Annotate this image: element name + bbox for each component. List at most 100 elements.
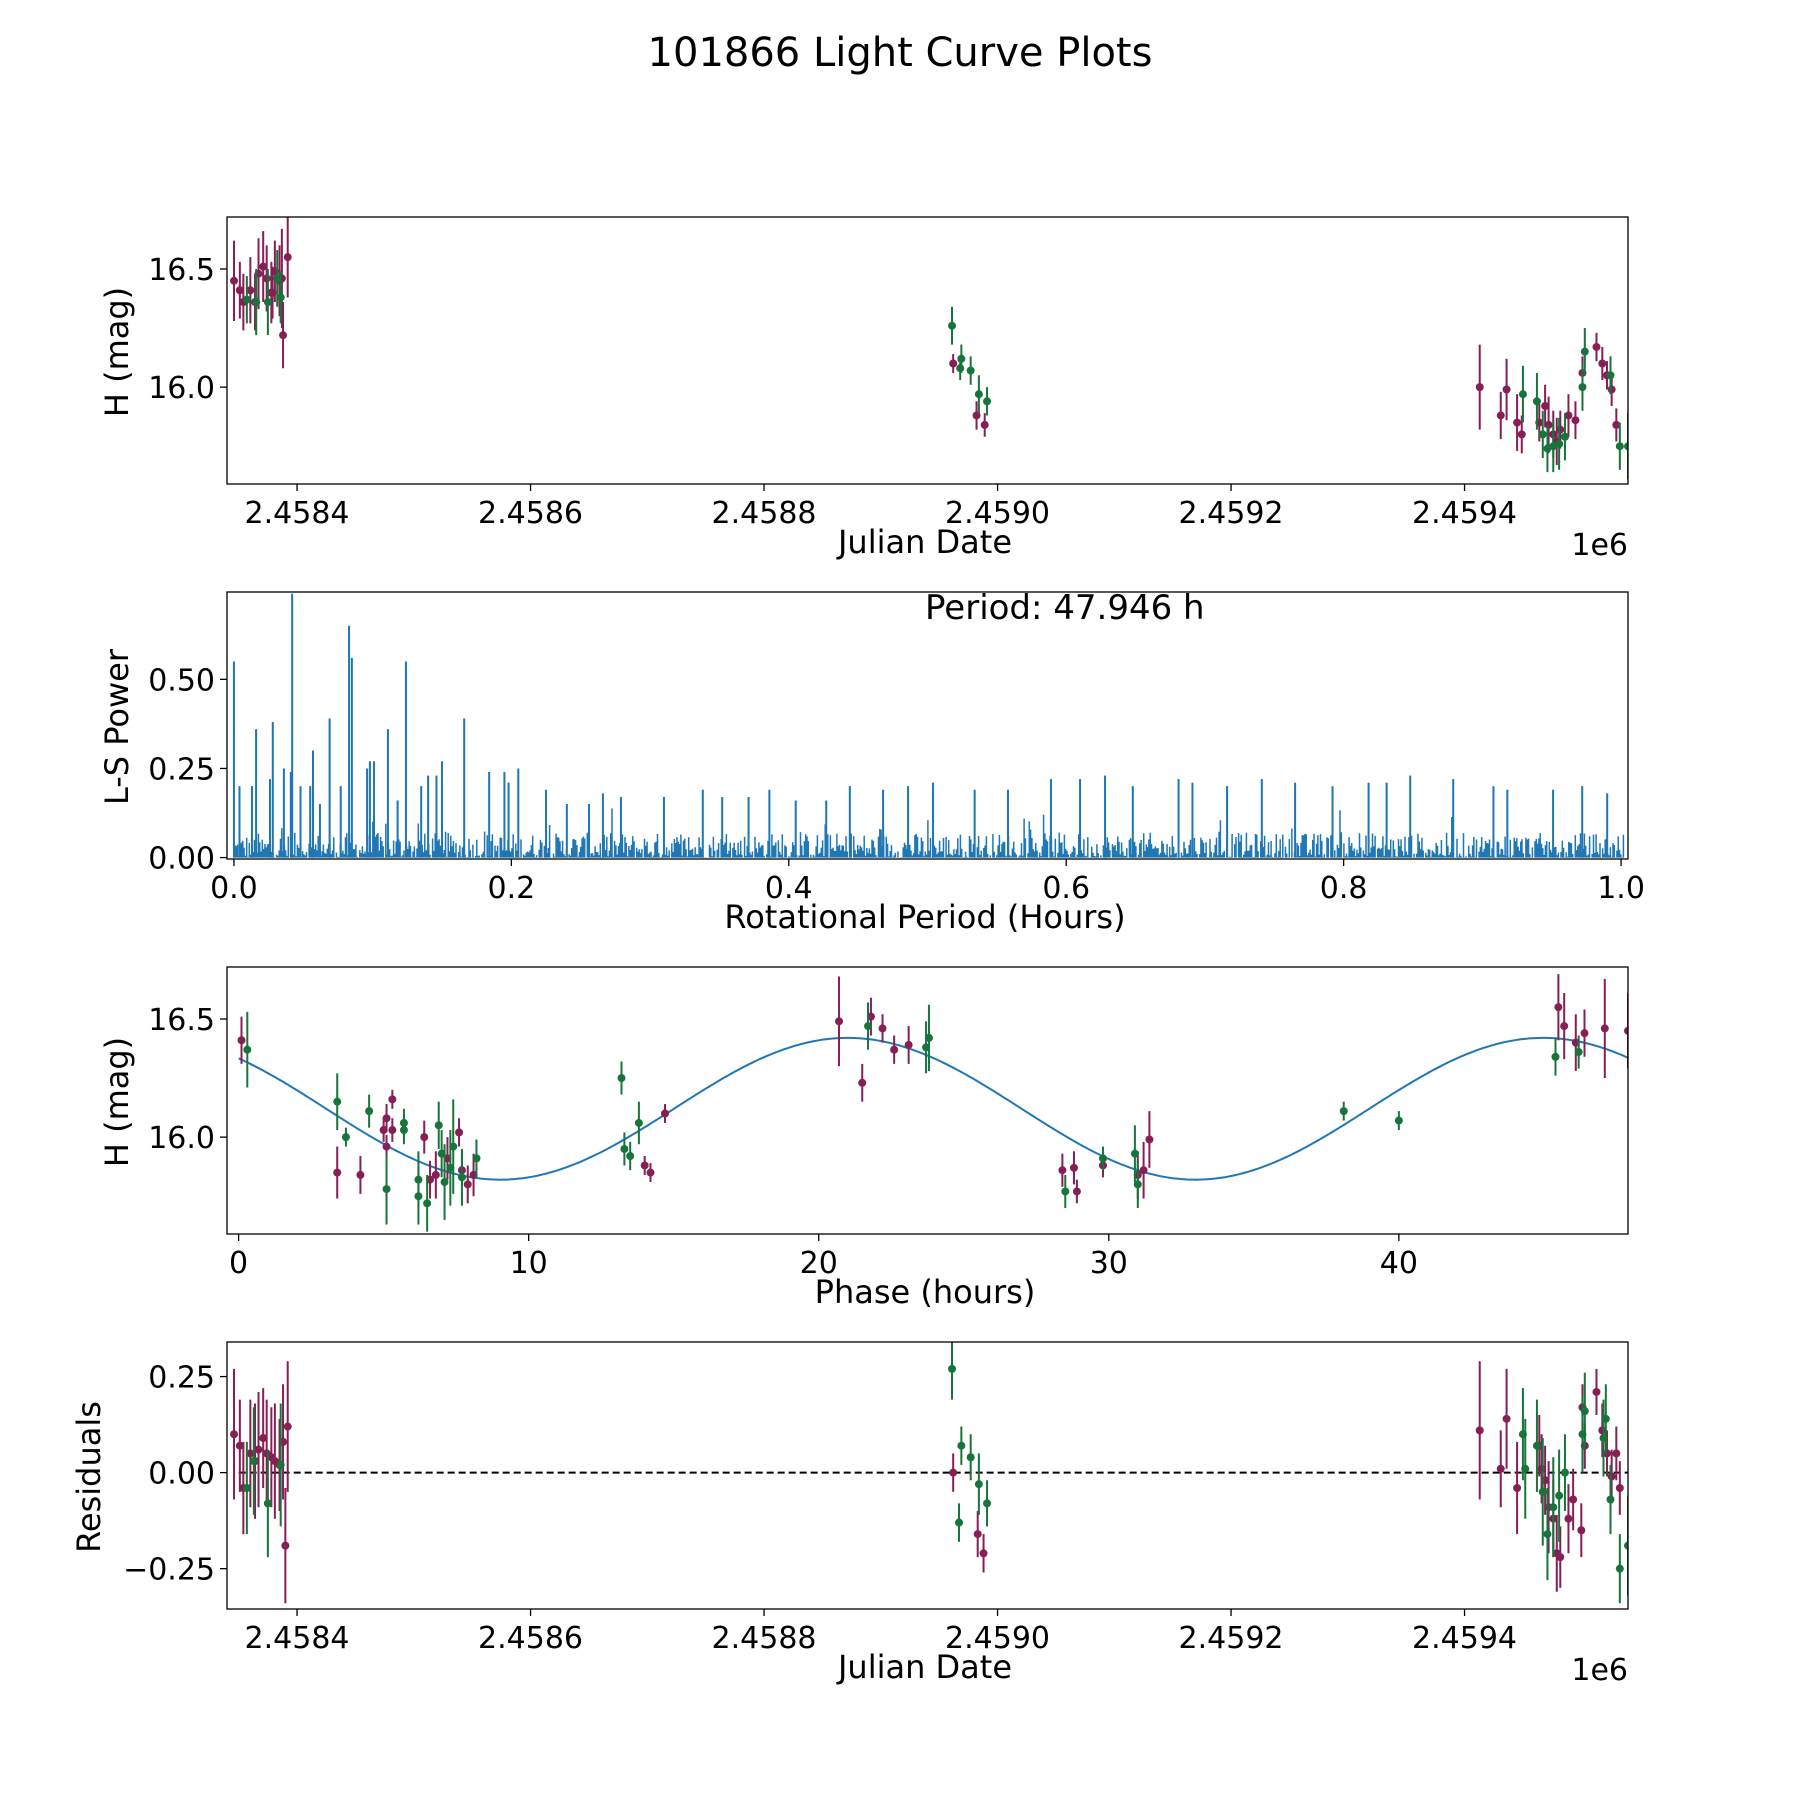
residuals-plot-area (230, 1342, 1628, 1604)
phased-ylabel: H (mag) (98, 1037, 136, 1167)
residuals-xtick-label: 2.4594 (1412, 1621, 1517, 1656)
series-a-point (1475, 1426, 1484, 1435)
series-a-point (1139, 1166, 1148, 1175)
series-a-point (1598, 359, 1607, 368)
series-b-point (634, 1118, 643, 1127)
residuals-xtick-label: 2.4592 (1179, 1621, 1284, 1656)
series-a-point (640, 1161, 649, 1170)
series-a-point (878, 1024, 887, 1033)
series-b-point (1624, 1541, 1628, 1550)
series-a-point (858, 1078, 867, 1087)
light-curve-xtick-label: 2.4592 (1179, 496, 1284, 531)
series-b-point (1538, 430, 1547, 439)
series-b-point (242, 295, 251, 304)
series-b-point (1130, 1149, 1139, 1158)
series-b-point (457, 1173, 466, 1182)
series-a-point (1607, 385, 1616, 394)
periodogram-plot-area (232, 593, 1625, 858)
residuals-offset-label: 1e6 (1571, 1653, 1628, 1688)
phased-xlabel: Phase (hours) (815, 1273, 1036, 1311)
series-a-point (646, 1168, 655, 1177)
series-b-point (263, 298, 272, 307)
series-b-point (948, 321, 957, 330)
series-a-point (1554, 1003, 1563, 1012)
phased-xtick-label: 30 (1090, 1246, 1128, 1281)
series-a-point (1560, 1022, 1569, 1031)
series-a-point (980, 420, 989, 429)
series-a-point (1069, 1163, 1078, 1172)
series-b-point (249, 1457, 258, 1466)
residuals-ytick-label: −0.25 (123, 1553, 215, 1588)
series-b-point (423, 1199, 432, 1208)
series-a-point (1564, 1514, 1573, 1523)
series-b-point (243, 1045, 252, 1054)
series-b-point (956, 364, 965, 373)
series-a-point (382, 1142, 391, 1151)
series-a-point (1556, 1553, 1565, 1562)
periodogram-panel: 0.0 0.2 0.4 0.6 0.8 1.0 0.00 0.25 0.50 (148, 591, 1645, 906)
series-a-point (1496, 411, 1505, 420)
series-b-point (276, 1460, 285, 1469)
series-a-point (259, 1434, 268, 1443)
series-a-point (1612, 1449, 1621, 1458)
series-b-point (1615, 442, 1624, 451)
light-curve-ytick-label: 16.5 (148, 253, 215, 288)
phased-ytick-label: 16.0 (148, 1121, 215, 1156)
residuals-xtick-label: 2.4584 (245, 1621, 350, 1656)
series-b-point (1606, 371, 1615, 380)
periodogram-xtick-label: 0.4 (765, 871, 813, 906)
residuals-panel: 2.4584 2.4586 2.4588 2.4590 2.4592 2.4594 −0.2… (123, 1341, 1629, 1656)
residuals-frame (226, 1341, 1629, 1610)
series-a-point (1592, 342, 1601, 351)
phased-xtick-label: 40 (1380, 1246, 1418, 1281)
light-curve-xtick-label: 2.4584 (245, 496, 350, 531)
series-a-point (1544, 420, 1553, 429)
series-b-point (382, 1185, 391, 1194)
series-a-point (382, 1114, 391, 1123)
series-b-point (263, 1499, 272, 1508)
series-a-point (246, 286, 255, 295)
series-a-point (1058, 1166, 1067, 1175)
series-a-point (1564, 411, 1573, 420)
phased-ytick-label: 16.5 (148, 1003, 215, 1038)
series-a-point (246, 1449, 255, 1458)
residuals-ylabel: Residuals (70, 1401, 108, 1553)
series-b-point (864, 1022, 873, 1031)
series-b-point (626, 1152, 635, 1161)
series-b-point (955, 1518, 964, 1527)
series-b-point (1521, 1464, 1530, 1473)
series-b-point (1624, 442, 1628, 451)
series-b-point (1615, 1564, 1624, 1573)
series-a-point (1607, 1472, 1616, 1481)
series-b-point (333, 1097, 342, 1106)
series-a-point (1072, 1187, 1081, 1196)
light-curve-ylabel: H (mag) (98, 287, 136, 417)
series-a-point (835, 1017, 844, 1026)
residuals-ytick-label: 0.00 (148, 1457, 215, 1492)
series-a-point (431, 1170, 440, 1179)
series-a-point (890, 1045, 899, 1054)
series-b-point (1061, 1187, 1070, 1196)
series-a-point (1580, 1029, 1589, 1038)
series-b-point (440, 1178, 449, 1187)
series-b-point (252, 298, 261, 307)
residuals-xtick-label: 2.4590 (945, 1621, 1050, 1656)
series-a-point (949, 1468, 958, 1477)
series-b-point (1518, 390, 1527, 399)
series-b-point (1555, 1491, 1564, 1500)
light-curve-xtick-label: 2.4588 (712, 496, 817, 531)
series-b-point (974, 1480, 983, 1489)
residuals-ytick-label: 0.25 (148, 1361, 215, 1396)
series-b-point (966, 366, 975, 375)
series-a-point (904, 1040, 913, 1049)
light-curve-xtick-label: 2.4586 (478, 496, 583, 531)
residuals-xtick-label: 2.4588 (712, 1621, 817, 1656)
series-a-point (1624, 1026, 1628, 1035)
series-b-point (242, 1483, 251, 1492)
series-b-point (1601, 1414, 1610, 1423)
series-b-point (983, 397, 992, 406)
light-curve-xtick-label: 2.4590 (945, 496, 1050, 531)
series-a-point (262, 274, 271, 283)
light-curve-plot-area (230, 217, 1628, 480)
series-b-point (1606, 1495, 1615, 1504)
